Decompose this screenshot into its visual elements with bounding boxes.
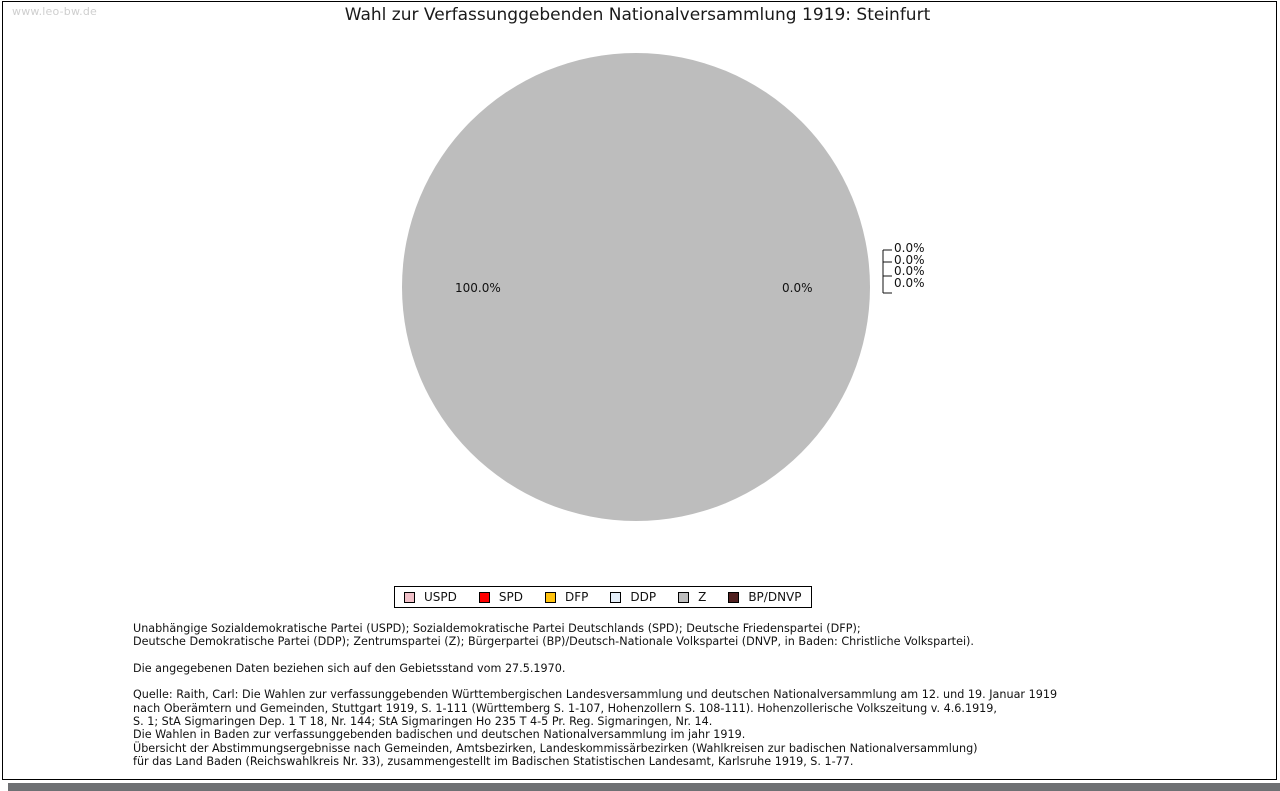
legend-label-spd: SPD <box>498 590 523 604</box>
legend-swatch-uspd <box>404 591 415 603</box>
pie-leader-lines: 0.0% 0.0% 0.0% 0.0% <box>870 241 1000 301</box>
leader-label: 0.0% <box>894 275 925 290</box>
leader-label-list: 0.0% 0.0% 0.0% 0.0% <box>894 241 994 290</box>
legend-swatch-bp-dnvp <box>728 591 740 603</box>
legend-label-uspd: USPD <box>424 590 457 604</box>
note-line: Die angegebenen Daten beziehen sich auf … <box>133 661 566 675</box>
note-line: Unabhängige Sozialdemokratische Partei (… <box>133 622 861 635</box>
note-line: S. 1; StA Sigmaringen Dep. 1 T 18, Nr. 1… <box>133 715 713 729</box>
pie-label-major: 100.0% <box>455 281 501 295</box>
watermark: www.leo-bw.de <box>12 5 98 18</box>
legend-swatch-spd <box>478 591 490 603</box>
leader-label: 0.0% <box>894 241 925 255</box>
legend-swatch-dfp <box>544 591 556 603</box>
chart-legend: USPD SPD DFP DDP Z BP/DNVP <box>394 586 812 608</box>
note-line: Quelle: Raith, Carl: Die Wahlen zur verf… <box>133 688 1058 702</box>
legend-item-z[interactable]: Z <box>678 590 706 604</box>
leader-bracket-icon <box>882 249 892 294</box>
note-line: Deutsche Demokratische Partei (DDP); Zen… <box>133 635 974 649</box>
leader-label: 0.0% <box>894 264 925 279</box>
legend-item-spd[interactable]: SPD <box>478 590 523 604</box>
legend-label-ddp: DDP <box>630 590 657 604</box>
note-territory: Die angegebenen Daten beziehen sich auf … <box>133 662 1233 675</box>
pie-label-minor: 0.0% <box>782 281 813 295</box>
legend-label-z: Z <box>698 590 707 604</box>
legend-item-uspd[interactable]: USPD <box>404 590 457 604</box>
chart-title: Wahl zur Verfassunggebenden Nationalvers… <box>344 5 931 25</box>
note-line: Übersicht der Abstimmungsergebnisse nach… <box>133 741 978 755</box>
legend-swatch-ddp <box>610 591 622 603</box>
note-line: nach Oberämtern und Gemeinden, Stuttgart… <box>133 701 997 715</box>
legend-item-ddp[interactable]: DDP <box>610 590 656 604</box>
legend-label-bp-dnvp: BP/DNVP <box>748 590 802 604</box>
pie-slice-z[interactable] <box>402 53 870 521</box>
pie-chart <box>402 53 870 521</box>
bottom-status-bar <box>8 783 1280 791</box>
note-source: Quelle: Raith, Carl: Die Wahlen zur verf… <box>133 688 1233 768</box>
note-line: Die Wahlen in Baden zur verfassunggebend… <box>133 728 746 742</box>
legend-item-dfp[interactable]: DFP <box>544 590 589 604</box>
note-parties: Unabhängige Sozialdemokratische Partei (… <box>133 622 1233 649</box>
chart-footnotes: Unabhängige Sozialdemokratische Partei (… <box>133 622 1233 769</box>
legend-item-bp-dnvp[interactable]: BP/DNVP <box>728 590 802 604</box>
note-line: für das Land Baden (Reichswahlkreis Nr. … <box>133 755 854 769</box>
leader-label: 0.0% <box>894 252 925 267</box>
legend-swatch-z <box>678 591 690 603</box>
legend-label-dfp: DFP <box>564 590 589 604</box>
